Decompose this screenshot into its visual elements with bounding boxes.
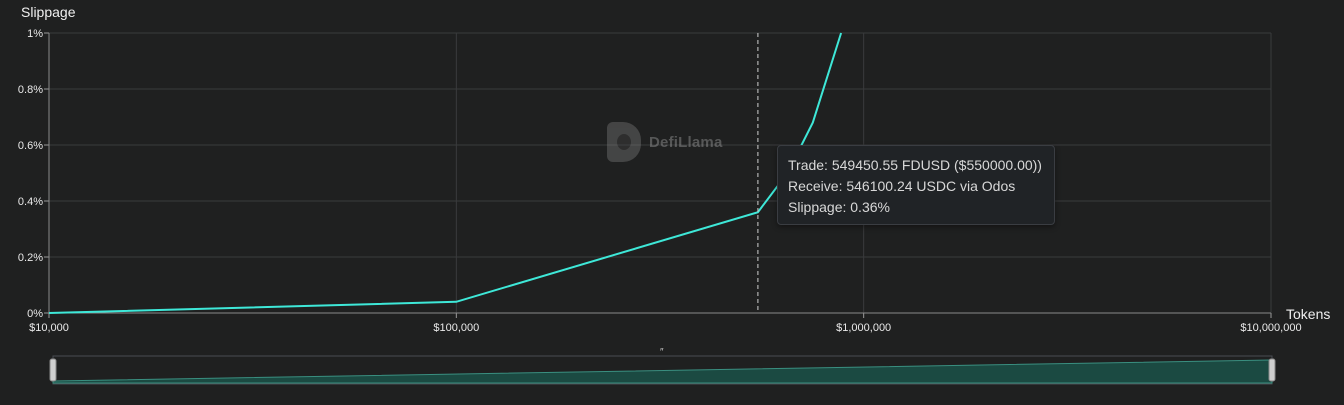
tooltip-trade: Trade: 549450.55 FDUSD ($550000.00)) — [788, 157, 1042, 173]
watermark-text: DefiLlama — [649, 133, 723, 151]
tooltip-receive: Receive: 546100.24 USDC via Odos — [788, 178, 1016, 194]
brush-preview-area — [52, 359, 1273, 384]
watermark: DefiLlama — [607, 122, 723, 162]
x-axis: $10,000 $100,000 $1,000,000 $10,000,000 — [29, 312, 1302, 334]
brush-move-handle[interactable]: ″ — [660, 347, 664, 358]
y-tick-label: 0.2% — [18, 252, 43, 264]
brush-handle-right[interactable] — [1268, 358, 1276, 382]
y-axis: 0% 0.2% 0.4% 0.6% 0.8% 1% — [18, 28, 50, 320]
y-tick-label: 0.8% — [18, 84, 43, 96]
y-tick-label: 0.6% — [18, 140, 43, 152]
x-axis-title: Tokens — [1286, 306, 1330, 322]
series-line — [48, 32, 843, 314]
chart-grid — [48, 32, 1272, 313]
y-tick-label: 0.4% — [18, 196, 43, 208]
hover-tooltip: Trade: 549450.55 FDUSD ($550000.00)) Rec… — [777, 145, 1055, 225]
y-tick-label: 1% — [27, 28, 43, 40]
llama-logo-icon — [607, 122, 641, 162]
x-tick-label: $10,000 — [29, 322, 69, 334]
brush-handle-left[interactable] — [49, 358, 57, 382]
tooltip-slippage: Slippage: 0.36% — [788, 199, 890, 215]
x-tick-label: $10,000,000 — [1240, 322, 1301, 334]
y-axis-title: Slippage — [21, 4, 76, 20]
x-tick-label: $1,000,000 — [836, 322, 891, 334]
x-tick-label: $100,000 — [433, 322, 479, 334]
zoom-brush[interactable]: ″ — [49, 347, 1276, 385]
y-tick-label: 0% — [27, 308, 43, 320]
